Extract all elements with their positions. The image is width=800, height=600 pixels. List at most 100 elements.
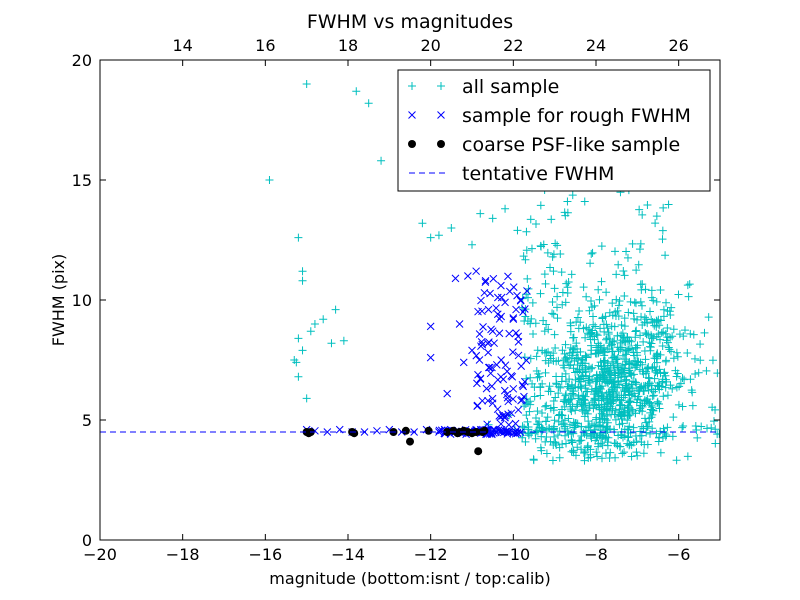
- all-sample-point: [636, 358, 645, 367]
- all-sample-point: [526, 319, 535, 328]
- all-sample-point: [579, 448, 588, 457]
- all-sample-point: [628, 239, 637, 248]
- rough-sample-point: [464, 272, 472, 280]
- rough-sample-point: [494, 426, 503, 435]
- all-sample-point: [586, 335, 595, 344]
- all-sample-point: [549, 267, 558, 276]
- all-sample-point: [637, 285, 646, 294]
- all-sample-point: [636, 239, 645, 248]
- all-sample-point: [633, 451, 642, 460]
- all-sample-point: [696, 340, 705, 349]
- rough-sample-point: [485, 363, 494, 372]
- all-sample-point: [561, 431, 570, 440]
- all-sample-point: [532, 352, 541, 361]
- all-sample-point: [651, 368, 660, 377]
- all-sample-point: [523, 417, 532, 426]
- all-sample-point: [655, 365, 664, 374]
- all-sample-point: [671, 366, 680, 375]
- all-sample-point: [582, 292, 591, 301]
- all-sample-point: [645, 417, 654, 426]
- all-sample-point: [521, 255, 530, 264]
- rough-sample-point: [493, 405, 502, 414]
- all-sample-point: [708, 356, 717, 365]
- all-sample-point: [659, 327, 668, 336]
- all-sample-point: [557, 268, 566, 277]
- all-sample-point: [576, 382, 585, 391]
- all-sample-point: [625, 396, 634, 405]
- all-sample-point: [555, 453, 564, 462]
- all-sample-point: [589, 312, 598, 321]
- all-sample-point: [310, 320, 319, 328]
- all-sample-point: [524, 422, 533, 431]
- rough-sample-point: [516, 296, 525, 305]
- all-sample-point: [605, 376, 614, 385]
- all-sample-point: [522, 246, 531, 255]
- all-sample-point: [635, 365, 644, 374]
- all-sample-point: [604, 328, 613, 337]
- all-sample-point: [549, 403, 558, 412]
- all-sample-point: [587, 385, 596, 394]
- all-sample-point: [665, 307, 674, 316]
- all-sample-point: [651, 219, 660, 228]
- all-sample-point: [632, 299, 641, 308]
- all-sample-point: [693, 433, 702, 442]
- legend-label: sample for rough FWHM: [462, 105, 691, 127]
- all-sample-point: [555, 427, 564, 436]
- rough-sample-point: [504, 272, 512, 281]
- all-sample-point: [616, 400, 625, 409]
- all-sample-point: [581, 384, 590, 393]
- all-sample-point: [564, 277, 573, 286]
- rough-sample-point: [477, 342, 485, 351]
- all-sample-point: [302, 80, 311, 88]
- all-sample-point: [625, 422, 634, 431]
- coarse-sample-point: [401, 426, 410, 435]
- all-sample-point: [560, 402, 569, 411]
- all-sample-point: [608, 337, 617, 346]
- rough-sample-point: [508, 348, 517, 356]
- all-sample-point: [663, 324, 672, 333]
- all-sample-point: [618, 361, 627, 370]
- all-sample-point: [624, 359, 633, 368]
- all-sample-point: [627, 405, 636, 414]
- all-sample-point: [561, 369, 570, 378]
- coarse-sample-point: [480, 426, 489, 435]
- all-sample-point: [554, 417, 563, 426]
- all-sample-point: [606, 397, 615, 406]
- all-sample-point: [659, 392, 668, 401]
- rough-sample-point: [455, 320, 464, 328]
- legend-swatch: [408, 82, 416, 90]
- y-tick-label: 0: [82, 531, 92, 550]
- all-sample-point: [536, 201, 545, 210]
- all-sample-point: [645, 374, 654, 383]
- legend-swatch: [437, 82, 445, 90]
- all-sample-point: [377, 156, 386, 165]
- all-sample-point: [556, 250, 565, 259]
- all-sample-point: [536, 289, 545, 298]
- all-sample-point: [669, 413, 678, 422]
- all-sample-point: [667, 303, 676, 312]
- all-sample-point: [542, 425, 551, 434]
- all-sample-point: [612, 295, 621, 304]
- all-sample-point: [657, 328, 666, 337]
- all-sample-point: [638, 210, 647, 219]
- all-sample-point: [501, 204, 510, 213]
- all-sample-point: [513, 226, 522, 235]
- all-sample-point: [560, 395, 569, 404]
- all-sample-point: [620, 322, 629, 331]
- all-sample-point: [531, 219, 540, 228]
- all-sample-point: [617, 412, 626, 421]
- x-tick-label: −12: [414, 545, 448, 564]
- all-sample-point: [666, 311, 675, 320]
- all-sample-point: [659, 203, 668, 212]
- all-sample-point: [666, 333, 675, 342]
- all-sample-point: [582, 387, 591, 396]
- all-sample-point: [625, 398, 634, 407]
- all-sample-point: [672, 372, 681, 381]
- all-sample-point: [634, 260, 643, 269]
- x-axis-title: magnitude (bottom:isnt / top:calib): [269, 569, 550, 588]
- all-sample-point: [542, 320, 551, 329]
- all-sample-point: [632, 266, 641, 275]
- all-sample-point: [571, 451, 580, 460]
- all-sample-point: [627, 345, 636, 354]
- all-sample-point: [558, 440, 567, 449]
